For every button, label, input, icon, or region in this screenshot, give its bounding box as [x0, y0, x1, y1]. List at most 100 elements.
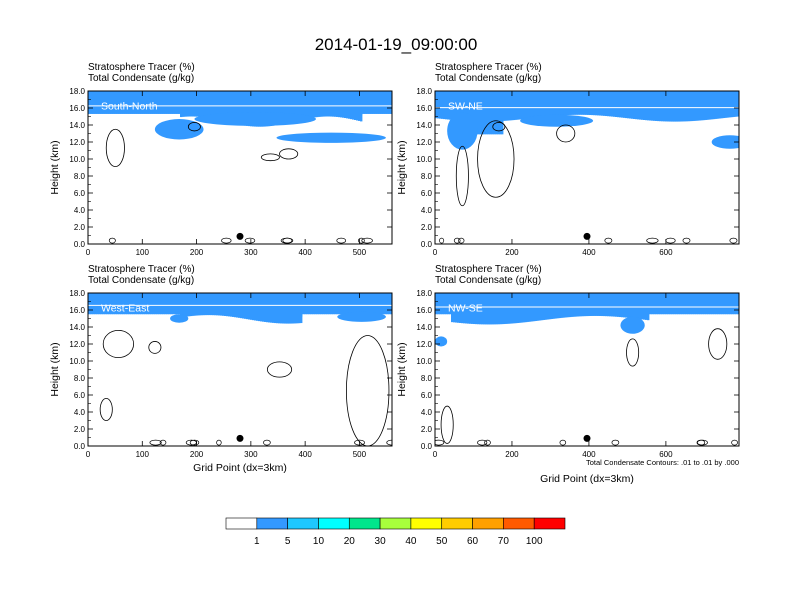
- tracer-column: [144, 293, 147, 315]
- tracer-column: [264, 293, 267, 322]
- tracer-column: [673, 91, 676, 122]
- tracer-column: [148, 293, 151, 315]
- tracer-column: [346, 91, 349, 119]
- tracer-column: [362, 293, 365, 315]
- field-label: Stratosphere Tracer (%): [88, 62, 195, 73]
- tracer-column: [336, 293, 339, 315]
- tracer-column: [264, 91, 267, 127]
- surface-contour: [221, 237, 232, 244]
- tracer-column: [228, 293, 231, 317]
- tracer-column: [368, 293, 371, 315]
- tracer-column: [605, 91, 608, 117]
- tracer-column: [382, 91, 385, 114]
- tracer-column: [176, 91, 179, 114]
- tracer-column: [196, 91, 199, 117]
- tracer-column: [156, 293, 159, 315]
- tracer-column: [651, 91, 654, 121]
- tracer-column: [719, 91, 722, 119]
- x-tick-label: 200: [190, 248, 204, 257]
- tracer-column: [270, 293, 273, 323]
- tracer-column: [437, 91, 440, 119]
- tracer-column: [645, 91, 648, 121]
- tracer-column: [98, 293, 101, 315]
- panel-1: Stratosphere Tracer (%)Total Condensate …: [49, 62, 393, 257]
- tracer-column: [156, 91, 159, 114]
- condensate-contour: [260, 153, 280, 162]
- x-tick-label: 400: [582, 248, 596, 257]
- y-tick-label: 4.0: [74, 206, 86, 215]
- tracer-column: [206, 293, 209, 316]
- tracer-column: [252, 91, 255, 127]
- tracer-column: [226, 91, 229, 122]
- tracer-column: [637, 91, 640, 120]
- tracer-column: [507, 91, 510, 121]
- tracer-column: [601, 91, 604, 116]
- condensate-contour: [556, 124, 576, 143]
- y-tick-label: 4.0: [421, 206, 433, 215]
- tracer-column: [352, 293, 355, 315]
- tracer-column: [603, 91, 606, 116]
- tracer-column: [579, 91, 582, 115]
- tracer-column: [725, 91, 728, 118]
- tracer-column: [270, 91, 273, 127]
- tracer-column: [246, 293, 249, 320]
- tracer-column: [152, 293, 155, 315]
- surface-contour: [280, 237, 294, 244]
- tracer-column: [306, 91, 309, 119]
- tracer-column: [477, 91, 480, 135]
- tracer-column: [200, 91, 203, 117]
- tracer-column: [244, 293, 247, 319]
- tracer-column: [547, 91, 550, 117]
- tracer-column: [312, 91, 315, 118]
- center-marker: [583, 232, 591, 240]
- tracer-column: [378, 91, 381, 114]
- tracer-column: [208, 91, 211, 119]
- tracer-column: [483, 91, 486, 135]
- tracer-column: [366, 293, 369, 315]
- tracer-column: [260, 293, 263, 322]
- tracer-column: [112, 293, 115, 315]
- y-tick-label: 12.0: [416, 138, 432, 147]
- tracer-column: [116, 91, 119, 114]
- surface-contour: [604, 237, 613, 244]
- condensate-contour: [477, 120, 515, 198]
- y-tick-label: 6.0: [74, 189, 86, 198]
- tracer-column: [358, 293, 361, 315]
- tracer-column: [168, 91, 171, 114]
- tracer-column: [541, 91, 544, 118]
- tracer-column: [332, 91, 335, 117]
- tracer-column: [342, 91, 345, 118]
- tracer-column: [134, 91, 137, 114]
- tracer-column: [661, 91, 664, 122]
- tracer-column: [629, 91, 632, 119]
- plot-area: [435, 91, 739, 244]
- tracer-column: [350, 293, 353, 315]
- tracer-column: [92, 293, 95, 315]
- tracer-column: [206, 91, 209, 118]
- tracer-column: [176, 293, 179, 315]
- tracer-column: [262, 91, 265, 127]
- tracer-column: [104, 91, 107, 114]
- condensate-contour: [455, 145, 469, 207]
- tracer-column: [220, 293, 223, 316]
- tracer-column: [302, 91, 305, 120]
- tracer-column: [232, 91, 235, 124]
- tracer-column: [595, 91, 598, 116]
- tracer-column: [683, 91, 686, 122]
- tracer-column: [525, 91, 528, 119]
- tracer-column: [128, 293, 131, 315]
- tracer-column: [290, 293, 293, 324]
- tracer-column: [655, 91, 658, 121]
- y-tick-label: 14.0: [69, 121, 85, 130]
- tracer-column: [132, 293, 135, 315]
- tracer-column: [647, 91, 650, 121]
- section-label: SW-NE: [448, 101, 483, 113]
- contour-label: Total Condensate (g/kg): [88, 275, 194, 286]
- panels-group: Stratosphere Tracer (%) Total Condensate …: [49, 62, 740, 485]
- tracer-column: [374, 91, 377, 114]
- tracer-column: [346, 293, 349, 315]
- tracer-column: [162, 293, 165, 315]
- tracer-column: [709, 91, 712, 120]
- tracer-column: [727, 91, 730, 118]
- tracer-column: [545, 91, 548, 117]
